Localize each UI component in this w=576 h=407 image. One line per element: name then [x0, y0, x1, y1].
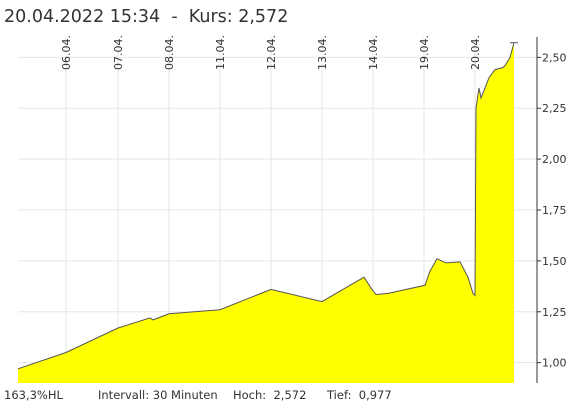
price-area-fill: [18, 42, 514, 383]
x-tick-label-2: 08.04.: [163, 35, 176, 70]
x-tick-label-1: 07.04.: [112, 35, 125, 70]
tick-labels: 1,00 1,25 1,50 1,75 2,00 2,25 2,50 06.04. 07.04.…: [60, 35, 567, 370]
high-label: Hoch: 2,572: [233, 388, 307, 402]
y-tick-label-5: 2,25: [542, 102, 567, 115]
x-tick-label-3: 11.04.: [214, 35, 227, 70]
x-tick-label-4: 12.04.: [265, 35, 278, 70]
y-tick-label-3: 1,75: [542, 204, 567, 217]
x-tick-label-6: 14.04.: [367, 35, 380, 70]
x-tick-label-8: 20.04.: [469, 35, 482, 70]
low-label: Tief: 0,977: [327, 388, 392, 402]
price-line: [17, 42, 515, 370]
performance-label: 163,3%HL: [4, 388, 63, 402]
y-tick-label-0: 1,00: [542, 357, 567, 370]
x-tick-label-7: 19.04.: [418, 35, 431, 70]
y-tick-label-2: 1,50: [542, 255, 567, 268]
y-tick-label-6: 2,50: [542, 51, 567, 64]
price-area: [17, 42, 518, 383]
y-tick-label-1: 1,25: [542, 306, 567, 319]
y-tick-label-4: 2,00: [542, 153, 567, 166]
axes: [536, 37, 541, 383]
x-tick-label-0: 06.04.: [60, 35, 73, 70]
interval-label: Intervall: 30 Minuten: [98, 388, 218, 402]
x-tick-label-5: 13.04.: [316, 35, 329, 70]
chart-title: 20.04.2022 15:34 - Kurs: 2,572: [4, 7, 289, 27]
